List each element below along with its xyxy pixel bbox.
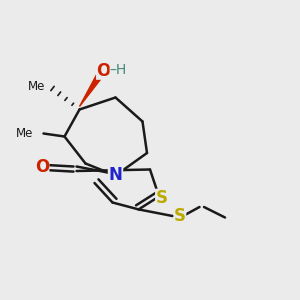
Text: O: O [96,61,111,80]
Text: N: N [109,167,122,184]
Text: S: S [174,207,186,225]
Text: O: O [35,158,49,175]
Text: Me: Me [16,127,33,140]
Polygon shape [80,75,101,106]
Text: –H: –H [110,64,127,77]
Text: S: S [155,189,167,207]
Text: Me: Me [28,80,45,94]
